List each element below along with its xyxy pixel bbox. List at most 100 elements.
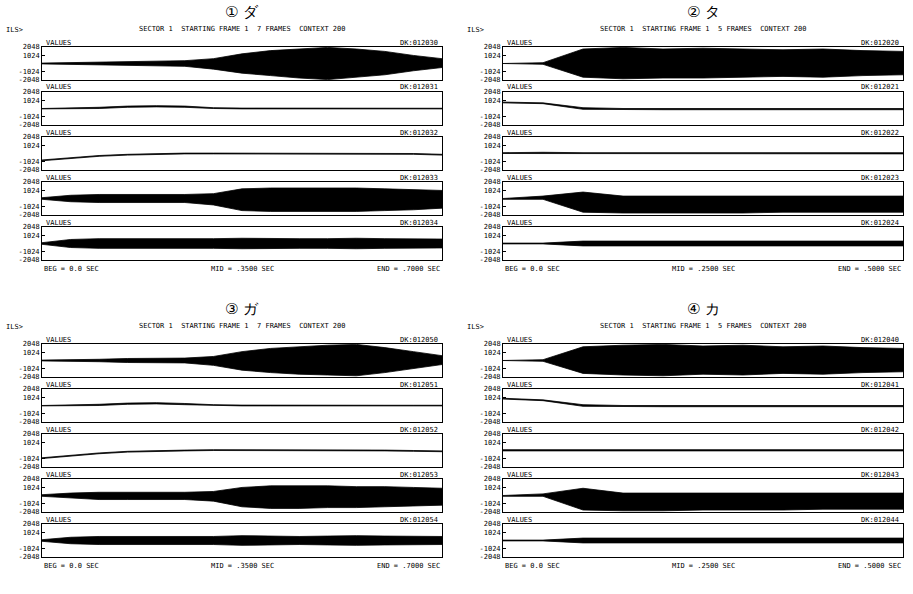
svg-text:END = .5000 SEC: END = .5000 SEC xyxy=(838,265,901,273)
svg-text:2048: 2048 xyxy=(484,475,501,483)
svg-text:VALUES: VALUES xyxy=(507,174,532,182)
svg-text:DK:012041: DK:012041 xyxy=(861,381,899,389)
svg-text:DK:012050: DK:012050 xyxy=(400,336,438,344)
svg-text:-2048: -2048 xyxy=(19,166,40,174)
svg-text:1024: 1024 xyxy=(23,484,40,492)
svg-text:-1024: -1024 xyxy=(19,68,40,76)
svg-text:1024: 1024 xyxy=(484,394,501,402)
svg-text:-1024: -1024 xyxy=(19,455,40,463)
svg-text:-1024: -1024 xyxy=(480,248,501,256)
svg-text:DK:012023: DK:012023 xyxy=(861,174,899,182)
svg-text:SECTOR 1 STARTING FRAME 1 5: SECTOR 1 STARTING FRAME 1 5 FRAMES CONTE… xyxy=(600,25,807,33)
svg-text:VALUES: VALUES xyxy=(507,516,532,524)
svg-text:1024: 1024 xyxy=(23,394,40,402)
svg-text:-1024: -1024 xyxy=(480,410,501,418)
svg-text:2048: 2048 xyxy=(23,430,40,438)
svg-text:END = .7000 SEC: END = .7000 SEC xyxy=(377,265,440,273)
svg-text:① ダ: ① ダ xyxy=(225,3,259,21)
svg-text:BEG = 0.0 SEC: BEG = 0.0 SEC xyxy=(44,265,99,273)
svg-text:DK:012053: DK:012053 xyxy=(400,471,438,479)
svg-text:2048: 2048 xyxy=(484,223,501,231)
svg-text:VALUES: VALUES xyxy=(507,471,532,479)
svg-text:-1024: -1024 xyxy=(19,365,40,373)
svg-text:-2048: -2048 xyxy=(19,256,40,264)
svg-text:2048: 2048 xyxy=(23,340,40,348)
svg-text:2048: 2048 xyxy=(484,133,501,141)
svg-text:DK:012044: DK:012044 xyxy=(861,516,899,524)
svg-text:DK:012030: DK:012030 xyxy=(400,39,438,47)
svg-text:DK:012020: DK:012020 xyxy=(861,39,899,47)
svg-text:2048: 2048 xyxy=(484,430,501,438)
svg-text:-2048: -2048 xyxy=(19,121,40,129)
svg-text:VALUES: VALUES xyxy=(46,471,71,479)
svg-text:2048: 2048 xyxy=(23,88,40,96)
svg-text:VALUES: VALUES xyxy=(507,426,532,434)
svg-text:DK:012024: DK:012024 xyxy=(861,219,899,227)
svg-text:-1024: -1024 xyxy=(480,365,501,373)
svg-text:DK:012021: DK:012021 xyxy=(861,83,899,91)
svg-text:VALUES: VALUES xyxy=(507,381,532,389)
svg-text:MID = .2500 SEC: MID = .2500 SEC xyxy=(672,265,735,273)
svg-text:DK:012034: DK:012034 xyxy=(400,219,438,227)
svg-text:-2048: -2048 xyxy=(19,418,40,426)
svg-text:BEG = 0.0 SEC: BEG = 0.0 SEC xyxy=(44,562,99,570)
svg-text:SECTOR 1 STARTING FRAME 1 5: SECTOR 1 STARTING FRAME 1 5 FRAMES CONTE… xyxy=(600,322,807,330)
svg-text:-1024: -1024 xyxy=(480,113,501,121)
svg-text:VALUES: VALUES xyxy=(46,83,71,91)
svg-text:-1024: -1024 xyxy=(19,158,40,166)
svg-text:2048: 2048 xyxy=(484,43,501,51)
svg-text:VALUES: VALUES xyxy=(46,219,71,227)
svg-text:DK:012031: DK:012031 xyxy=(400,83,438,91)
svg-text:-2048: -2048 xyxy=(19,76,40,84)
svg-text:VALUES: VALUES xyxy=(507,83,532,91)
svg-text:VALUES: VALUES xyxy=(46,426,71,434)
svg-text:MID = .2500 SEC: MID = .2500 SEC xyxy=(672,562,735,570)
svg-text:ILS>: ILS> xyxy=(6,26,23,34)
svg-text:1024: 1024 xyxy=(484,439,501,447)
svg-text:BEG = 0.0 SEC: BEG = 0.0 SEC xyxy=(505,562,560,570)
svg-text:1024: 1024 xyxy=(23,52,40,60)
svg-text:BEG = 0.0 SEC: BEG = 0.0 SEC xyxy=(505,265,560,273)
svg-text:2048: 2048 xyxy=(23,223,40,231)
svg-text:2048: 2048 xyxy=(484,385,501,393)
svg-text:-1024: -1024 xyxy=(19,545,40,553)
svg-text:ILS>: ILS> xyxy=(6,323,23,331)
svg-text:DK:012032: DK:012032 xyxy=(400,129,438,137)
svg-text:VALUES: VALUES xyxy=(507,336,532,344)
svg-text:2048: 2048 xyxy=(23,43,40,51)
svg-text:1024: 1024 xyxy=(484,349,501,357)
svg-text:-2048: -2048 xyxy=(19,463,40,471)
svg-text:SECTOR 1 STARTING FRAME 1 7: SECTOR 1 STARTING FRAME 1 7 FRAMES CONTE… xyxy=(139,322,346,330)
svg-text:VALUES: VALUES xyxy=(507,129,532,137)
svg-text:1024: 1024 xyxy=(484,187,501,195)
svg-text:DK:012042: DK:012042 xyxy=(861,426,899,434)
svg-text:-1024: -1024 xyxy=(480,203,501,211)
svg-text:-1024: -1024 xyxy=(480,455,501,463)
svg-text:-2048: -2048 xyxy=(480,256,501,264)
svg-text:-2048: -2048 xyxy=(480,373,501,381)
svg-text:③ ガ: ③ ガ xyxy=(225,300,259,318)
svg-text:DK:012054: DK:012054 xyxy=(400,516,438,524)
svg-text:-1024: -1024 xyxy=(480,158,501,166)
svg-text:-2048: -2048 xyxy=(480,418,501,426)
svg-text:DK:012022: DK:012022 xyxy=(861,129,899,137)
svg-text:DK:012033: DK:012033 xyxy=(400,174,438,182)
svg-text:MID = .3500 SEC: MID = .3500 SEC xyxy=(211,562,274,570)
svg-text:1024: 1024 xyxy=(484,529,501,537)
svg-text:2048: 2048 xyxy=(23,475,40,483)
svg-text:-2048: -2048 xyxy=(480,211,501,219)
svg-text:DK:012043: DK:012043 xyxy=(861,471,899,479)
svg-text:-1024: -1024 xyxy=(480,500,501,508)
svg-text:1024: 1024 xyxy=(23,97,40,105)
svg-text:VALUES: VALUES xyxy=(46,39,71,47)
svg-text:VALUES: VALUES xyxy=(46,129,71,137)
svg-text:END = .7000 SEC: END = .7000 SEC xyxy=(377,562,440,570)
svg-text:-1024: -1024 xyxy=(480,545,501,553)
svg-text:-2048: -2048 xyxy=(480,508,501,516)
svg-text:1024: 1024 xyxy=(23,187,40,195)
svg-text:2048: 2048 xyxy=(23,385,40,393)
svg-text:-1024: -1024 xyxy=(480,68,501,76)
svg-text:-2048: -2048 xyxy=(19,211,40,219)
svg-text:-2048: -2048 xyxy=(19,373,40,381)
svg-text:2048: 2048 xyxy=(484,520,501,528)
